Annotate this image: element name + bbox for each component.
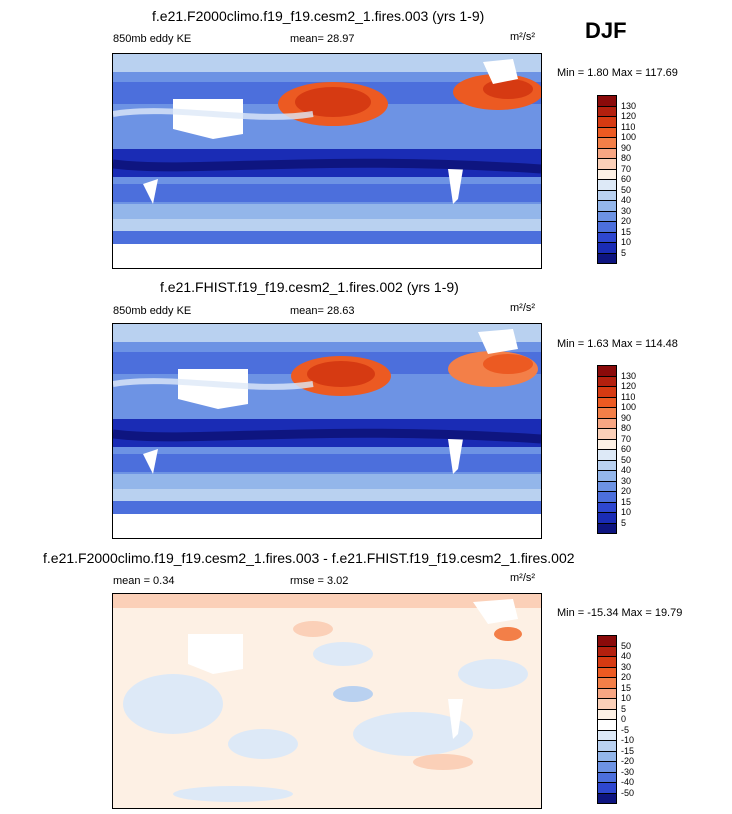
panel3-minmax: Min = -15.34 Max = 19.79 xyxy=(557,607,683,619)
panel1-colorbar-level-label: 50 xyxy=(621,184,632,195)
panel3-colorbar-level-label: 10 xyxy=(621,693,632,703)
panel1-colorbar: 130 120 110 100 90 80 70 60 50 40 30 20 15 10 5 xyxy=(597,95,657,265)
panel2-colorbar-level-label: 10 xyxy=(621,507,632,517)
panel3-colorbar-level-label: -50 xyxy=(621,787,635,798)
panel1-colorbar-level-label: 110 xyxy=(621,121,636,132)
panel2-mean: mean= 28.63 xyxy=(290,305,355,317)
panel2-minmax: Min = 1.63 Max = 114.48 xyxy=(557,338,678,350)
panel1-mean: mean= 28.97 xyxy=(290,33,355,45)
panel3-colorbar-level-label: 15 xyxy=(621,682,632,693)
panel2-colorbar-level-label: 40 xyxy=(621,465,632,475)
panel2-colorbar-level-label: 30 xyxy=(621,475,632,486)
panel3-colorbar-level-label: -40 xyxy=(621,777,635,787)
panel3-colorbar-level-label: 50 xyxy=(621,640,632,651)
panel3-colorbar-level-label: -30 xyxy=(621,766,635,777)
panel1-colorbar-level-label: 80 xyxy=(621,153,632,163)
panel3-colorbar: 50 40 30 20 15 10 5 0 -5 -10 -15 -20 -30 -40 -50 xyxy=(597,635,657,805)
panel2-colorbar-level-label: 100 xyxy=(621,402,637,412)
panel2-colorbar-level-label: 20 xyxy=(621,486,632,496)
panel1-colorbar-swatch xyxy=(597,252,617,264)
panel3-colorbar-level-label: -10 xyxy=(621,735,635,745)
panel2-colorbar-level-label: 15 xyxy=(621,496,632,507)
panel2-units: m²/s² xyxy=(510,302,536,314)
panel2-colorbar-level-label: 110 xyxy=(621,391,636,402)
panel1-colorbar-level-label: 130 xyxy=(621,100,637,111)
panel3-map xyxy=(112,593,542,809)
panel1-map xyxy=(112,53,542,269)
panel2-map xyxy=(112,323,542,539)
panel3-colorbar-level-label: 0 xyxy=(621,714,627,724)
panel2-left-label: 850mb eddy KE xyxy=(113,305,192,317)
season-label: DJF xyxy=(585,18,627,43)
panel2-colorbar-level-label: 60 xyxy=(621,444,632,454)
panel1-left-label: 850mb eddy KE xyxy=(113,33,192,45)
panel3-colorbar-level-label: -20 xyxy=(621,756,635,766)
panel2-colorbar-level-label: 130 xyxy=(621,370,637,381)
panel2-colorbar-level-label: 70 xyxy=(621,433,632,444)
panel3-rmse: rmse = 3.02 xyxy=(290,575,349,587)
panel1-colorbar-level-label: 40 xyxy=(621,195,632,205)
panel1-colorbar-level-label: 100 xyxy=(621,132,637,142)
panel3-colorbar-level-label: 20 xyxy=(621,672,632,682)
panel3-colorbar-level-label: -5 xyxy=(621,724,630,735)
panel2-colorbar-level-label: 50 xyxy=(621,454,632,465)
panel1-colorbar-level-label: 30 xyxy=(621,205,632,216)
panel3-units: m²/s² xyxy=(510,572,536,584)
panel1-colorbar-level-label: 70 xyxy=(621,163,632,174)
panel2-title: f.e21.FHIST.f19_f19.cesm2_1.fires.002 (y… xyxy=(160,279,459,295)
panel3-title: f.e21.F2000climo.f19_f19.cesm2_1.fires.0… xyxy=(43,550,575,566)
panel1-colorbar-level-label: 90 xyxy=(621,142,632,153)
panel2-colorbar-level-label: 90 xyxy=(621,412,632,423)
panel1-colorbar-level-label: 10 xyxy=(621,237,632,247)
panel1-minmax: Min = 1.80 Max = 117.69 xyxy=(557,67,678,79)
panel3-colorbar-level-label: 30 xyxy=(621,661,632,672)
panel1-colorbar-level-label: 5 xyxy=(621,247,627,258)
panel3-colorbar-level-label: 40 xyxy=(621,651,632,661)
panel1-title: f.e21.F2000climo.f19_f19.cesm2_1.fires.0… xyxy=(152,8,485,24)
panel1-colorbar-level-label: 60 xyxy=(621,174,632,184)
panel3-mean: mean = 0.34 xyxy=(113,575,175,587)
panel1-units: m²/s² xyxy=(510,31,536,43)
panel1-colorbar-level-label: 120 xyxy=(621,111,637,121)
panel2-colorbar-swatch xyxy=(597,522,617,534)
panel2-colorbar: 130 120 110 100 90 80 70 60 50 40 30 20 15 10 5 xyxy=(597,365,657,535)
panel3-colorbar-level-label: 5 xyxy=(621,703,627,714)
panel1-colorbar-level-label: 20 xyxy=(621,216,632,226)
panel1-colorbar-level-label: 15 xyxy=(621,226,632,237)
panel2-colorbar-level-label: 120 xyxy=(621,381,637,391)
panel2-colorbar-level-label: 80 xyxy=(621,423,632,433)
panel3-colorbar-swatch xyxy=(597,792,617,804)
panel3-colorbar-level-label: -15 xyxy=(621,745,635,756)
panel2-colorbar-level-label: 5 xyxy=(621,517,627,528)
